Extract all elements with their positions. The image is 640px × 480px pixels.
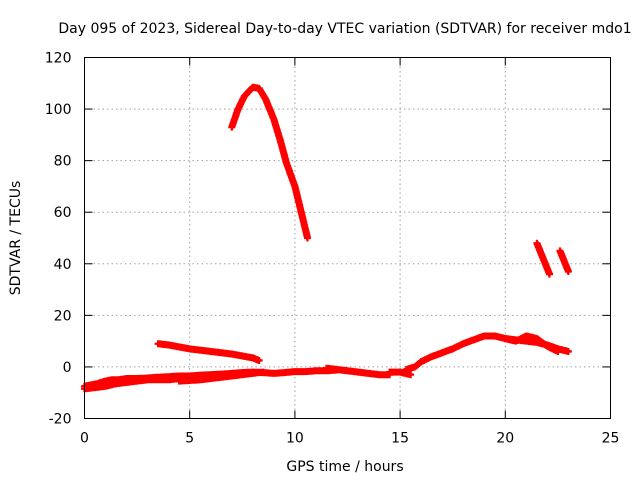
x-tick-label: 10	[286, 431, 304, 447]
y-tick-label: -20	[49, 412, 72, 428]
plot-area	[81, 83, 572, 393]
y-axis-label: SDTVAR / TECUs	[8, 181, 24, 296]
y-tick-label: 0	[63, 360, 72, 376]
chart-title: Day 095 of 2023, Sidereal Day-to-day VTE…	[58, 21, 631, 37]
x-tick-label: 20	[496, 431, 514, 447]
series-track-right-a	[533, 239, 553, 278]
x-tick-label: 5	[185, 431, 194, 447]
y-tick-label: 60	[54, 205, 72, 221]
series-track-mid-b	[323, 364, 394, 379]
data-point-markers	[154, 340, 263, 364]
data-point-markers	[228, 83, 311, 242]
data-point-markers	[533, 239, 553, 278]
axis-ticks: -20 0 20 40 60 80 100 120 0 5 10 15 20 25	[45, 51, 620, 447]
data-point-markers	[402, 332, 572, 373]
data-point-markers	[323, 364, 394, 379]
x-tick-label: 0	[80, 431, 89, 447]
series-track-right-b	[556, 247, 572, 275]
x-tick-label: 25	[602, 431, 620, 447]
series-track-arc	[402, 332, 572, 373]
series-track-arc-b	[501, 332, 562, 355]
y-tick-label: 20	[54, 308, 72, 324]
x-tick-label: 15	[391, 431, 409, 447]
data-point-markers	[501, 332, 562, 355]
y-tick-label: 40	[54, 257, 72, 273]
series-track-high-peak	[228, 83, 311, 242]
series-track-upper-left	[154, 340, 263, 364]
y-tick-label: 80	[54, 154, 72, 170]
x-axis-label: GPS time / hours	[286, 459, 403, 475]
plot-frame	[84, 57, 611, 419]
y-tick-label: 100	[45, 102, 72, 118]
series-track-mid-c	[386, 368, 415, 379]
y-tick-label: 120	[45, 51, 72, 67]
data-point-markers	[386, 368, 415, 379]
grid	[84, 57, 611, 419]
data-point-markers	[556, 247, 572, 275]
data-point-markers	[175, 368, 267, 385]
series-track-mid-a	[175, 368, 267, 385]
